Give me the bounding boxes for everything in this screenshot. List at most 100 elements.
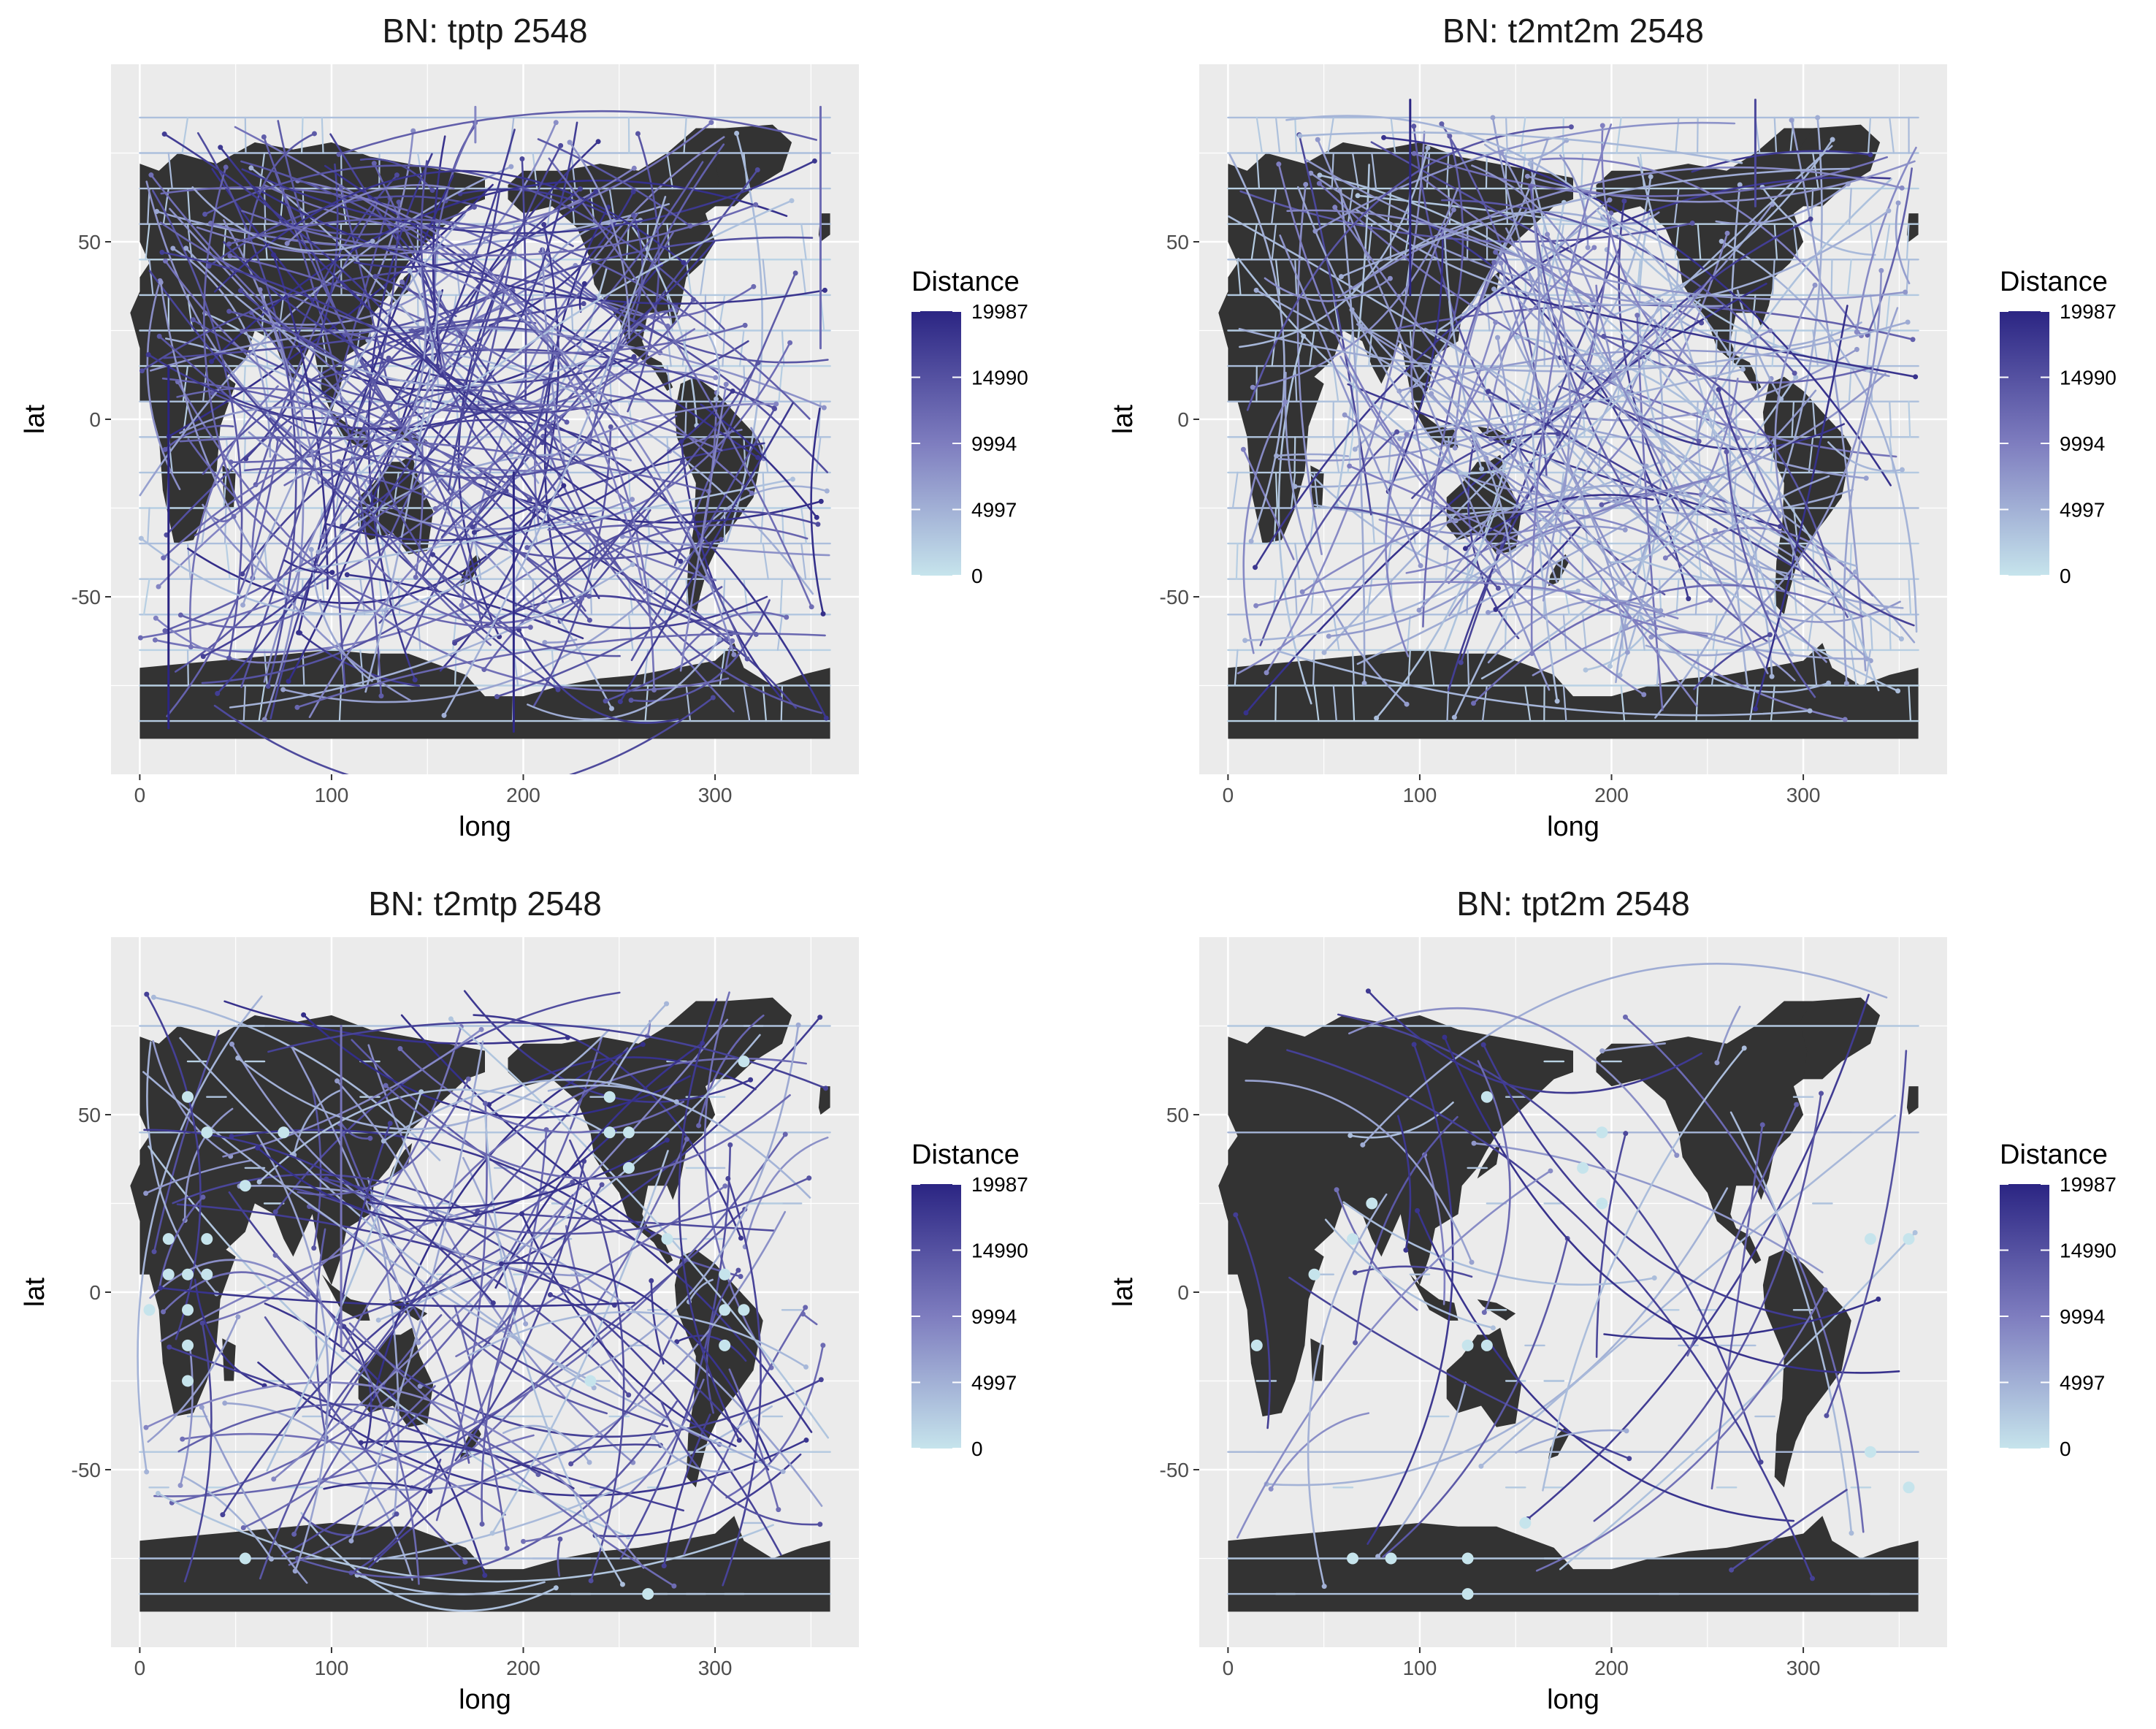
- flow-arrowhead: [722, 1183, 727, 1188]
- flow-arrowhead: [178, 1483, 183, 1488]
- flow-arrowhead: [1490, 115, 1495, 120]
- flow-arrowhead: [183, 245, 188, 251]
- flow-arrowhead: [481, 667, 486, 672]
- flow-arrowhead: [1794, 1102, 1799, 1107]
- flow-arrowhead: [568, 1461, 573, 1466]
- flow-arrowhead: [787, 340, 792, 346]
- flow-arrowhead: [1366, 988, 1371, 993]
- flow-arrowhead: [800, 1311, 806, 1316]
- flow-arrowhead: [159, 250, 164, 255]
- flow-arrowhead: [734, 131, 739, 136]
- flow-arrowhead: [1326, 634, 1331, 639]
- flow-arrowhead: [735, 1267, 741, 1272]
- self-loop-point: [604, 1126, 616, 1138]
- flow-arrowhead: [1282, 400, 1288, 405]
- flow-arrowhead: [817, 1522, 822, 1527]
- flow-arrowhead: [229, 1042, 234, 1047]
- legend-break-label: 19987: [971, 300, 1028, 323]
- self-loop-point: [719, 1340, 730, 1351]
- flow-arrowhead: [1586, 245, 1591, 250]
- flow-arrowhead: [1471, 701, 1476, 706]
- flow-arrowhead: [521, 1539, 526, 1544]
- flow-arrowhead: [480, 1522, 485, 1527]
- y-tick-label: 50: [1166, 1104, 1189, 1126]
- flow-arrowhead: [748, 1077, 753, 1083]
- flow-arrowhead: [222, 1400, 227, 1405]
- flow-arrowhead: [1599, 503, 1604, 508]
- flow-line: [455, 650, 456, 686]
- flow-arrowhead: [593, 189, 598, 194]
- flow-arrowhead: [238, 288, 243, 293]
- flow-arrowhead: [218, 145, 223, 150]
- flow-arrowhead: [789, 198, 794, 203]
- flow-arrowhead: [1496, 549, 1501, 554]
- flow-arrowhead: [1591, 245, 1597, 250]
- flow-arrowhead: [1478, 1464, 1483, 1469]
- flow-arrowhead: [1727, 351, 1732, 356]
- flow-arrowhead: [519, 1211, 524, 1216]
- flow-arrowhead: [1452, 715, 1457, 720]
- flow-arrowhead: [466, 1077, 471, 1082]
- x-tick-label: 0: [134, 1657, 146, 1679]
- x-axis-title: long: [459, 812, 511, 842]
- flow-arrowhead: [603, 698, 608, 703]
- flow-arrowhead: [819, 1377, 824, 1382]
- flow-arrowhead: [714, 397, 719, 402]
- flow-arrowhead: [1601, 334, 1606, 339]
- flow-arrowhead: [609, 706, 614, 711]
- flow-arrowhead: [1623, 527, 1628, 533]
- flow-arrowhead: [367, 1136, 372, 1141]
- flow-arrowhead: [337, 459, 342, 464]
- flow-arrowhead: [359, 1440, 364, 1445]
- flow-arrowhead: [348, 1538, 353, 1543]
- flow-arrowhead: [1529, 651, 1534, 656]
- flow-arrowhead: [1442, 1035, 1447, 1040]
- flow-arrowhead: [1525, 174, 1530, 179]
- flow-arrowhead: [504, 489, 509, 494]
- flow-arrowhead: [372, 274, 378, 279]
- flow-arrowhead: [437, 290, 443, 295]
- flow-arrowhead: [296, 630, 301, 636]
- flow-arrowhead: [1360, 1142, 1365, 1148]
- self-loop-point: [182, 1304, 194, 1316]
- y-tick-label: 0: [1177, 408, 1189, 431]
- flow-arrowhead: [581, 301, 586, 306]
- flow-arrowhead: [541, 222, 546, 227]
- flow-arrowhead: [1253, 603, 1258, 608]
- flow-arrowhead: [1913, 374, 1918, 379]
- self-loop-point: [604, 1091, 616, 1103]
- flow-arrowhead: [776, 1507, 781, 1512]
- flow-arrowhead: [161, 1309, 166, 1314]
- flow-arrowhead: [632, 354, 637, 359]
- flow-arrowhead: [751, 284, 756, 289]
- flow-arrowhead: [1253, 565, 1258, 570]
- flow-arrowhead: [556, 687, 561, 692]
- flow-arrowhead: [1843, 717, 1848, 722]
- flow-arrowhead: [220, 1512, 225, 1517]
- flow-arrowhead: [388, 1121, 393, 1126]
- flow-arrowhead: [372, 161, 377, 166]
- legend-break-label: 14990: [2060, 367, 2117, 389]
- flow-arrowhead: [803, 1365, 808, 1370]
- flow-arrowhead: [243, 457, 248, 462]
- flow-arrowhead: [1896, 200, 1901, 205]
- flow-arrowhead: [291, 1532, 297, 1537]
- flow-arrowhead: [1830, 137, 1835, 142]
- self-loop-point: [1251, 1340, 1263, 1351]
- flow-arrowhead: [554, 120, 559, 125]
- flow-arrowhead: [819, 499, 824, 504]
- flow-arrowhead: [235, 1314, 240, 1319]
- flow-arrowhead: [215, 691, 220, 696]
- flow-arrowhead: [803, 1305, 808, 1310]
- y-tick-label: 50: [78, 231, 101, 253]
- flow-arrowhead: [232, 514, 237, 519]
- flow-arrowhead: [1303, 182, 1308, 187]
- flow-arrowhead: [285, 241, 290, 246]
- flow-arrowhead: [1515, 335, 1520, 340]
- flow-arrowhead: [1844, 681, 1849, 686]
- flow-arrowhead: [554, 1585, 559, 1590]
- flow-arrowhead: [1469, 1260, 1475, 1265]
